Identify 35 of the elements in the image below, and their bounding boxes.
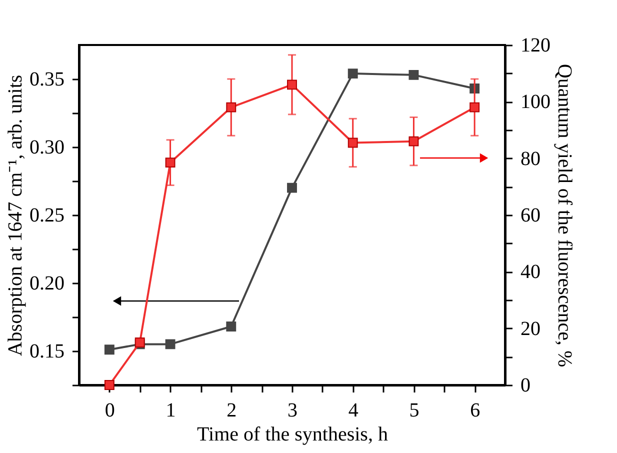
point [104, 380, 114, 390]
y2-tick-label: 0 [520, 374, 530, 396]
point [165, 339, 176, 350]
y-axis-title: Absorption at 1647 cm⁻¹, arb. units [4, 74, 26, 356]
y2-tick-label: 20 [520, 318, 540, 340]
x-tick-label: 4 [348, 400, 358, 422]
point [408, 136, 419, 146]
point [226, 322, 236, 332]
y-tick-label: 0.30 [30, 136, 64, 158]
x-tick-label: 1 [166, 400, 176, 422]
point [348, 138, 358, 148]
y2-tick-label: 100 [520, 91, 550, 114]
x-tick-label: 3 [288, 400, 298, 422]
x-tick-label: 0 [104, 400, 115, 422]
point [165, 158, 176, 168]
y-tick-label: 0.20 [30, 272, 64, 294]
point [287, 182, 297, 193]
point [226, 102, 236, 112]
x-axis-title: Time of the synthesis, h [197, 424, 388, 446]
y2-tick-label: 120 [520, 34, 550, 56]
x-tick-label: 5 [409, 400, 420, 422]
y-tick-label: 0.35 [30, 68, 64, 90]
y-tick-label: 0.25 [30, 204, 64, 226]
y2-tick-label: 40 [520, 261, 540, 284]
y2-tick-label: 80 [520, 148, 540, 170]
point [408, 70, 419, 80]
x-tick-label: 2 [226, 400, 237, 422]
y-tick-label: 0.15 [30, 340, 64, 362]
x-tick-label: 6 [470, 400, 480, 422]
point [287, 80, 297, 90]
point [470, 102, 480, 112]
y2-tick-label: 60 [520, 204, 540, 226]
y2-axis-title: Quantum yield of the fluorescence, % [554, 64, 576, 368]
point [104, 344, 114, 355]
point [348, 68, 358, 79]
